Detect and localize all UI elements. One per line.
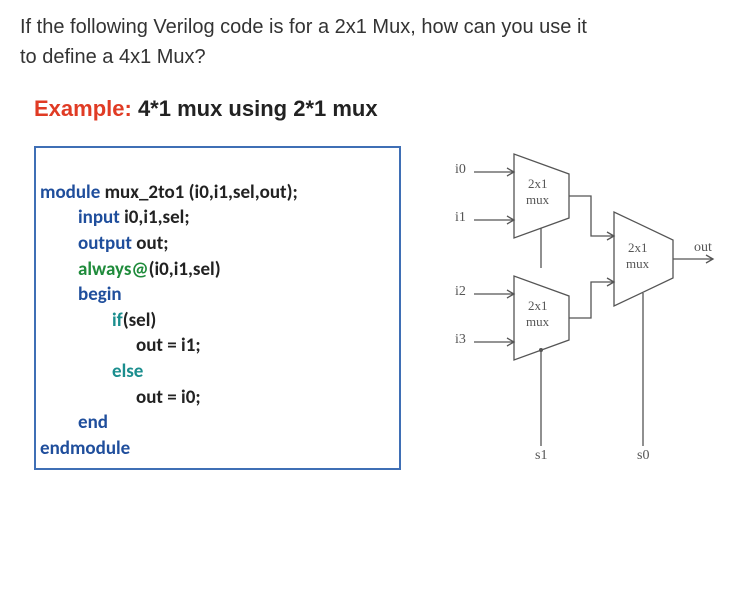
label-i3: i3 xyxy=(455,332,466,348)
label-s0: s0 xyxy=(637,448,649,464)
code-l4: (i0,i1,sel) xyxy=(149,258,221,281)
example-heading: Example: 4*1 mux using 2*1 mux xyxy=(34,96,719,122)
content-row: module mux_2to1 (i0,i1,sel,out); input i… xyxy=(34,146,719,476)
code-l1: mux_2to1 (i0,i1,sel,out); xyxy=(100,181,298,204)
kw-input: input xyxy=(78,206,120,229)
label-s1: s1 xyxy=(535,448,547,464)
s1-node xyxy=(539,348,543,352)
kw-endmodule: endmodule xyxy=(40,437,130,460)
label-out: out xyxy=(694,240,712,256)
kw-output: output xyxy=(78,232,132,255)
code-l2: i0,i1,sel; xyxy=(120,206,190,229)
mux-out-l1: 2x1 xyxy=(628,240,648,256)
code-l9: out = i0; xyxy=(136,386,201,409)
kw-else: else xyxy=(112,360,143,383)
wire-top-out xyxy=(569,196,614,236)
kw-always: always@ xyxy=(78,258,149,281)
mux-top-l1: 2x1 xyxy=(528,176,548,192)
code-l6: (sel) xyxy=(123,309,157,332)
mux-bottom-l2: mux xyxy=(526,314,549,330)
label-i0: i0 xyxy=(455,162,466,178)
code-l7: out = i1; xyxy=(136,334,201,357)
label-i2: i2 xyxy=(455,284,466,300)
kw-end: end xyxy=(78,411,108,434)
mux-out-l2: mux xyxy=(626,256,649,272)
verilog-code-box: module mux_2to1 (i0,i1,sel,out); input i… xyxy=(34,146,401,470)
question-line2: to define a 4x1 Mux? xyxy=(20,46,206,68)
mux-diagram-svg xyxy=(419,146,719,476)
code-l3: out; xyxy=(132,232,169,255)
mux-top-l2: mux xyxy=(526,192,549,208)
question-text: If the following Verilog code is for a 2… xyxy=(20,12,719,72)
question-line1: If the following Verilog code is for a 2… xyxy=(20,16,587,38)
label-i1: i1 xyxy=(455,210,466,226)
kw-if: if xyxy=(112,309,123,332)
example-label: Example: xyxy=(34,96,132,121)
kw-module: module xyxy=(40,181,100,204)
kw-begin: begin xyxy=(78,283,122,306)
mux-bottom-l1: 2x1 xyxy=(528,298,548,314)
wire-bottom-out xyxy=(569,282,614,318)
example-text: 4*1 mux using 2*1 mux xyxy=(132,96,378,121)
mux-diagram: i0 i1 i2 i3 2x1 mux 2x1 mux 2x1 mux out … xyxy=(419,146,719,476)
